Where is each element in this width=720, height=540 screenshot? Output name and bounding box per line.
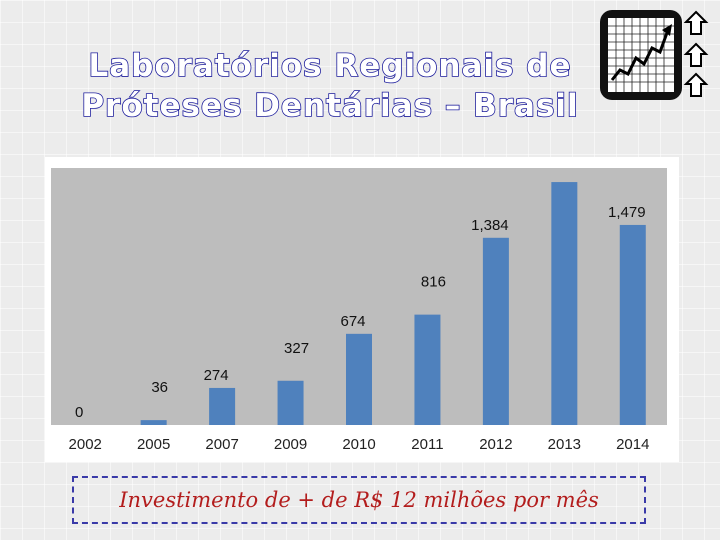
x-tick-2012: 2012 [479,436,512,453]
x-tick-2014: 2014 [616,436,649,453]
bar-2012 [482,237,509,425]
x-tick-2005: 2005 [137,436,170,453]
data-label-2011: 816 [421,274,446,291]
data-label-2005: 36 [151,379,168,396]
data-label-2010: 674 [340,313,365,330]
bar-2009 [277,380,304,425]
bar-2005 [140,420,167,425]
x-tick-2011: 2011 [411,436,443,453]
x-tick-2013: 2013 [548,436,581,453]
data-label-2013: 1,796 [552,157,590,158]
x-tick-2010: 2010 [342,436,375,453]
investment-banner: Investimento de + de R$ 12 milhões por m… [72,476,646,524]
title-line-2: Próteses Dentárias – Brasil [81,87,579,125]
data-label-2009: 327 [284,340,309,357]
data-label-2014: 1,479 [608,204,646,221]
bar-2013 [551,182,578,425]
x-tick-2002: 2002 [69,436,102,453]
investment-text: Investimento de + de R$ 12 milhões por m… [119,488,599,512]
bar-2014 [619,224,646,425]
x-tick-2009: 2009 [274,436,307,453]
page-title: Laboratórios Regionais de Próteses Dentá… [60,46,600,126]
bar-2010 [346,333,372,425]
data-label-2012: 1,384 [471,217,509,234]
growth-chart-logo-icon [600,10,709,100]
bar-2007 [209,387,236,425]
bar-2011 [414,314,441,425]
x-tick-2007: 2007 [205,436,238,453]
data-label-2002: 0 [75,404,83,421]
title-line-1: Laboratórios Regionais de [88,47,572,85]
data-label-2007: 274 [204,367,229,384]
bar-chart: 0 2002 36 2005 274 2007 327 2009 674 2010 816 2011 1… [45,157,679,462]
